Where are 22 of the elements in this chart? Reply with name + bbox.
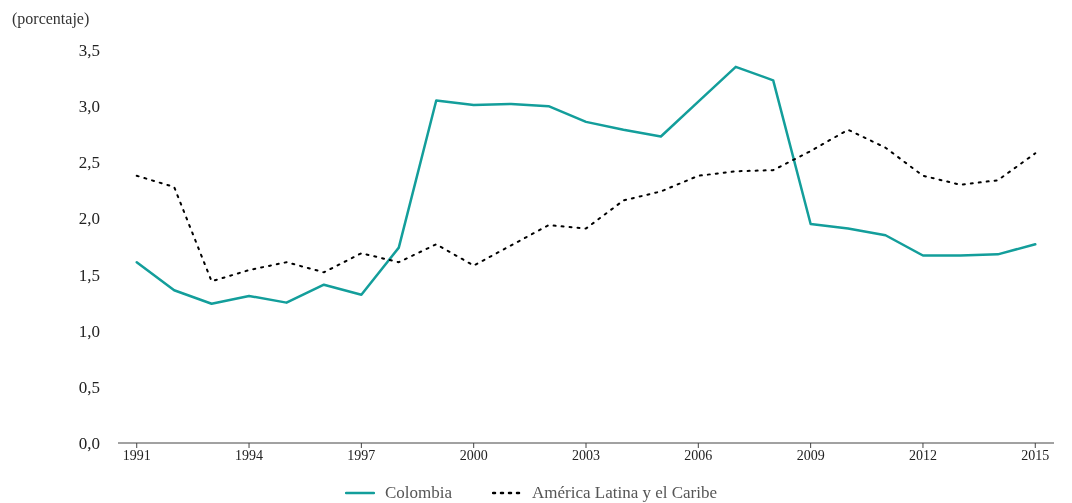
x-tick-label: 1991: [122, 447, 151, 463]
x-tick-label: 1997: [347, 447, 376, 463]
x-tick-label: 2015: [1021, 447, 1050, 463]
y-tick-label: 3,5: [78, 41, 100, 61]
legend-label: Colombia: [383, 483, 453, 503]
x-tick-label: 2009: [796, 447, 825, 463]
x-tick-label: 1994: [235, 447, 264, 463]
x-tick-label: 2006: [684, 447, 713, 463]
y-tick-label: 1,0: [78, 321, 100, 341]
y-tick-label: 1,5: [78, 265, 100, 285]
legend-label: América Latina y el Caribe: [531, 483, 718, 503]
y-tick-label: 2,5: [78, 153, 100, 173]
line-series: [135, 128, 1037, 283]
y-tick-label: 3,0: [78, 97, 100, 117]
x-tick-label: 2000: [459, 447, 488, 463]
y-tick-label: 2,0: [78, 209, 100, 229]
y-tick-label: 0,5: [78, 377, 100, 397]
line-series: [135, 65, 1037, 306]
y-tick-label: 0,0: [78, 434, 100, 454]
x-tick-label: 2012: [908, 447, 937, 463]
y-axis-title: (porcentaje): [12, 10, 90, 28]
x-tick-label: 2003: [572, 447, 600, 463]
